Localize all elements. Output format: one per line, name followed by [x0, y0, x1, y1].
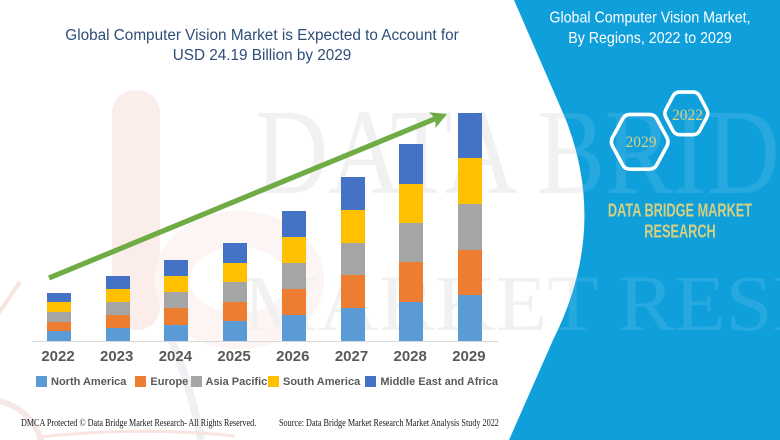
svg-text:2022: 2022 [672, 107, 703, 124]
svg-text:2029: 2029 [626, 134, 657, 151]
